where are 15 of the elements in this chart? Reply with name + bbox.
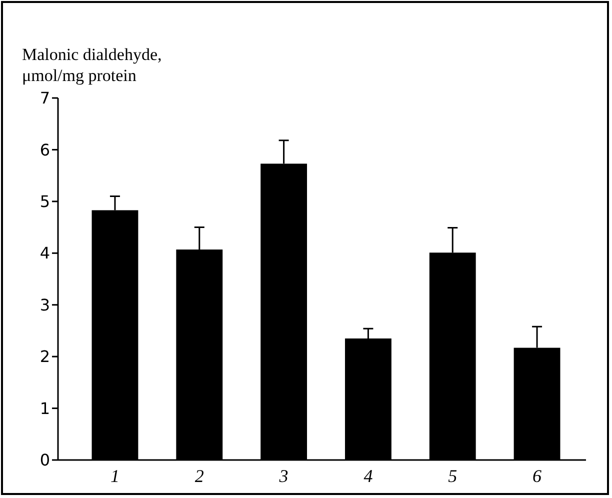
y-tick-label: 0 [40,450,50,470]
y-axis-title: Malonic dialdehyde, μmol/mg protein [22,45,162,85]
y-tick-label: 2 [40,347,50,366]
x-tick-label: 4 [364,466,373,486]
x-tick-label: 3 [278,466,288,486]
y-tick-label: 1 [40,398,50,418]
y-tick-label: 3 [40,295,50,314]
y-tick-label: 5 [40,192,50,212]
x-tick-label: 6 [532,466,542,486]
y-tick-label: 4 [40,244,50,263]
x-tick-label: 1 [110,466,120,486]
y-tick-label: 7 [40,88,50,108]
y-tick-label: 6 [40,140,50,160]
x-tick-label: 2 [194,466,204,486]
x-tick-label: 5 [448,466,458,486]
